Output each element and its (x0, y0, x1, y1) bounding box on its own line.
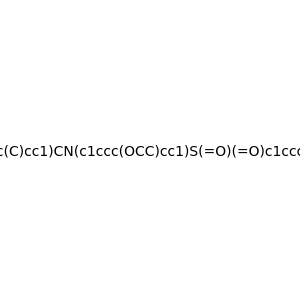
Text: O=C(Nc1ccc(C)cc1)CN(c1ccc(OCC)cc1)S(=O)(=O)c1ccc(OC)c(OC)c1: O=C(Nc1ccc(C)cc1)CN(c1ccc(OCC)cc1)S(=O)(… (0, 145, 300, 158)
